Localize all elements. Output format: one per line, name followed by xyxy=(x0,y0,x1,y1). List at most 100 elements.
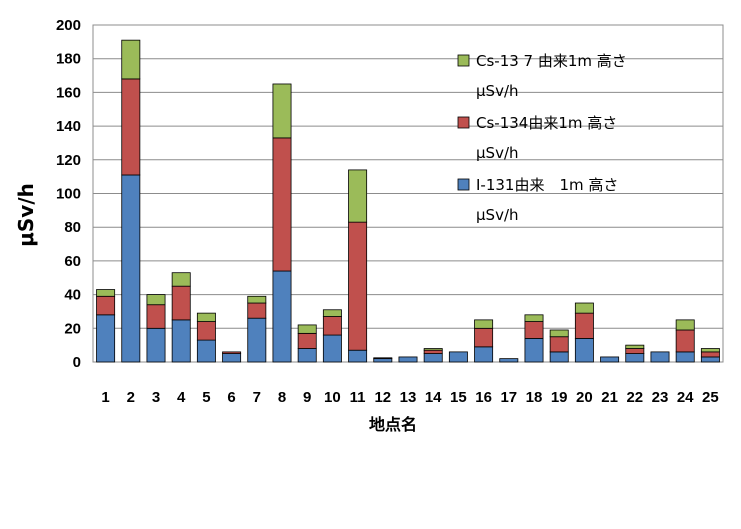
legend-label: Cs-134由来1m 高さ xyxy=(476,114,617,132)
x-tick-label: 7 xyxy=(253,389,261,406)
y-tick-label: 20 xyxy=(64,320,81,337)
bar-segment-cs137 xyxy=(474,319,494,329)
x-tick-label: 5 xyxy=(202,389,210,406)
x-axis-label: 地点名 xyxy=(369,415,417,434)
bar-segment-cs137 xyxy=(96,289,116,297)
bar-segment-i131 xyxy=(625,353,645,363)
x-tick-labels: 1 2 3 4 5 6 7 8 9 10 11 12 13 14 15 16 17 18 19 20 21 22 23 24 2… xyxy=(101,389,718,406)
x-tick-label: 25 xyxy=(702,389,719,406)
x-tick-label: 1 xyxy=(101,389,109,406)
bar-segment-i131 xyxy=(322,334,342,363)
x-tick-label: 16 xyxy=(475,389,492,406)
bar-segment-cs137 xyxy=(297,324,317,334)
bar-segment-cs134 xyxy=(675,329,695,353)
bar-segment-cs134 xyxy=(121,78,141,176)
x-tick-label: 2 xyxy=(127,389,135,406)
y-tick-label: 180 xyxy=(56,51,81,68)
bar-segment-cs137 xyxy=(171,272,191,287)
bar-segment-i131 xyxy=(499,358,519,363)
x-tick-label: 13 xyxy=(400,389,417,406)
legend-swatch xyxy=(457,178,470,191)
x-tick-label: 24 xyxy=(677,389,694,406)
bar-segment-i131 xyxy=(146,327,166,363)
bar-segment-i131 xyxy=(373,358,393,363)
bar-segment-cs134 xyxy=(549,336,569,353)
bar-segment-i131 xyxy=(272,270,292,363)
bar-segment-cs134 xyxy=(625,348,645,354)
bar-segment-i131 xyxy=(247,317,267,363)
bar-segment-cs134 xyxy=(222,351,242,354)
x-tick-label: 3 xyxy=(152,389,160,406)
bar-segment-cs134 xyxy=(247,302,267,319)
bar-segment-i131 xyxy=(574,338,594,363)
bar-segment-cs137 xyxy=(348,169,368,223)
legend: Cs-13 7 由来1m 高さ μSv/h Cs-134由来1m 高さ μSv/h I-… xyxy=(457,52,627,224)
y-tick-label: 40 xyxy=(64,287,81,304)
bar-segment-cs137 xyxy=(146,294,166,306)
y-tick-label: 100 xyxy=(56,186,81,203)
bars xyxy=(96,39,720,363)
y-tick-label: 60 xyxy=(64,253,81,270)
legend-label: Cs-13 7 由来1m 高さ xyxy=(476,52,627,70)
y-axis-label: μSv/h xyxy=(14,183,38,247)
legend-swatch xyxy=(457,54,470,67)
y-tick-label: 160 xyxy=(56,84,81,101)
bar-segment-i131 xyxy=(297,348,317,363)
legend-unit: μSv/h xyxy=(476,144,519,162)
legend-unit: μSv/h xyxy=(476,82,519,100)
x-tick-label: 6 xyxy=(227,389,235,406)
x-tick-label: 22 xyxy=(626,389,643,406)
bar-segment-i131 xyxy=(700,356,720,363)
bar-segment-cs134 xyxy=(272,137,292,272)
y-tick-labels: 0 20 40 60 80 100 120 140 160 180 200 xyxy=(56,17,81,371)
bar-segment-i131 xyxy=(96,314,116,363)
y-tick-label: 0 xyxy=(73,354,81,371)
bar-segment-cs134 xyxy=(297,332,317,349)
x-tick-label: 17 xyxy=(500,389,517,406)
x-tick-label: 8 xyxy=(278,389,286,406)
x-tick-label: 19 xyxy=(551,389,568,406)
legend-swatch xyxy=(457,116,470,129)
bar-segment-i131 xyxy=(423,353,443,363)
bar-segment-cs137 xyxy=(549,329,569,338)
bar-segment-i131 xyxy=(121,174,141,363)
legend-unit: μSv/h xyxy=(476,206,519,224)
x-tick-label: 12 xyxy=(374,389,391,406)
bar-segment-i131 xyxy=(398,356,418,363)
y-tick-label: 200 xyxy=(56,17,81,34)
x-tick-label: 21 xyxy=(601,389,618,406)
bar-segment-cs134 xyxy=(524,321,544,339)
bar-segment-cs134 xyxy=(146,304,166,329)
bar-segment-i131 xyxy=(549,351,569,363)
bar-segment-cs137 xyxy=(625,344,645,349)
x-tick-label: 14 xyxy=(425,389,442,406)
bar-segment-cs134 xyxy=(474,327,494,348)
y-tick-label: 80 xyxy=(64,219,81,236)
bar-segment-cs134 xyxy=(196,321,216,341)
bar-segment-cs134 xyxy=(423,349,443,354)
bar-segment-i131 xyxy=(650,351,670,363)
x-tick-label: 18 xyxy=(526,389,543,406)
bar-segment-i131 xyxy=(448,351,468,363)
bar-segment-cs137 xyxy=(322,309,342,317)
bar-segment-i131 xyxy=(675,351,695,363)
bar-segment-cs134 xyxy=(96,295,116,316)
bar-segment-cs134 xyxy=(322,316,342,336)
bar-segment-i131 xyxy=(171,319,191,363)
x-tick-label: 11 xyxy=(350,389,366,406)
bar-segment-cs134 xyxy=(574,312,594,339)
bar-segment-cs137 xyxy=(423,348,443,351)
bar-segment-cs137 xyxy=(524,314,544,322)
bar-segment-cs134 xyxy=(373,357,393,360)
bar-segment-cs134 xyxy=(171,285,191,321)
x-tick-label: 23 xyxy=(652,389,669,406)
x-tick-label: 20 xyxy=(576,389,593,406)
bar-segment-cs137 xyxy=(574,302,594,314)
bar-segment-cs137 xyxy=(247,295,267,304)
bar-segment-cs134 xyxy=(348,221,368,351)
legend-label: I-131由来 1m 高さ xyxy=(476,176,618,194)
x-tick-label: 15 xyxy=(450,389,467,406)
bar-segment-cs137 xyxy=(675,319,695,331)
x-tick-label: 10 xyxy=(324,389,341,406)
